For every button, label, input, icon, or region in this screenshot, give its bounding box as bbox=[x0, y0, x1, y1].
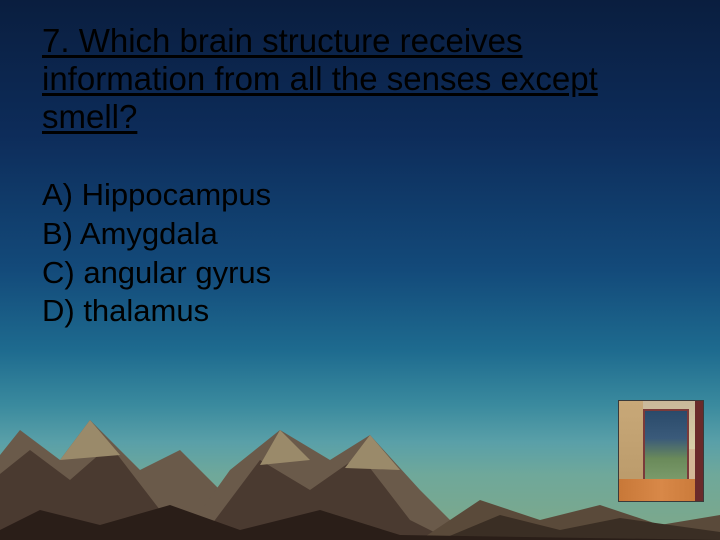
book-cover-thumbnail bbox=[618, 400, 704, 502]
thumb-window bbox=[643, 409, 689, 481]
answer-c: C) angular gyrus bbox=[42, 254, 271, 293]
question-text: 7. Which brain structure receives inform… bbox=[42, 22, 660, 136]
answer-d: D) thalamus bbox=[42, 292, 271, 331]
question-block: 7. Which brain structure receives inform… bbox=[42, 22, 660, 136]
answer-b: B) Amygdala bbox=[42, 215, 271, 254]
answer-a: A) Hippocampus bbox=[42, 176, 271, 215]
answers-block: A) Hippocampus B) Amygdala C) angular gy… bbox=[42, 176, 271, 331]
thumb-spine bbox=[695, 401, 703, 501]
thumb-table bbox=[619, 479, 703, 501]
mountain-scenery bbox=[0, 360, 720, 540]
